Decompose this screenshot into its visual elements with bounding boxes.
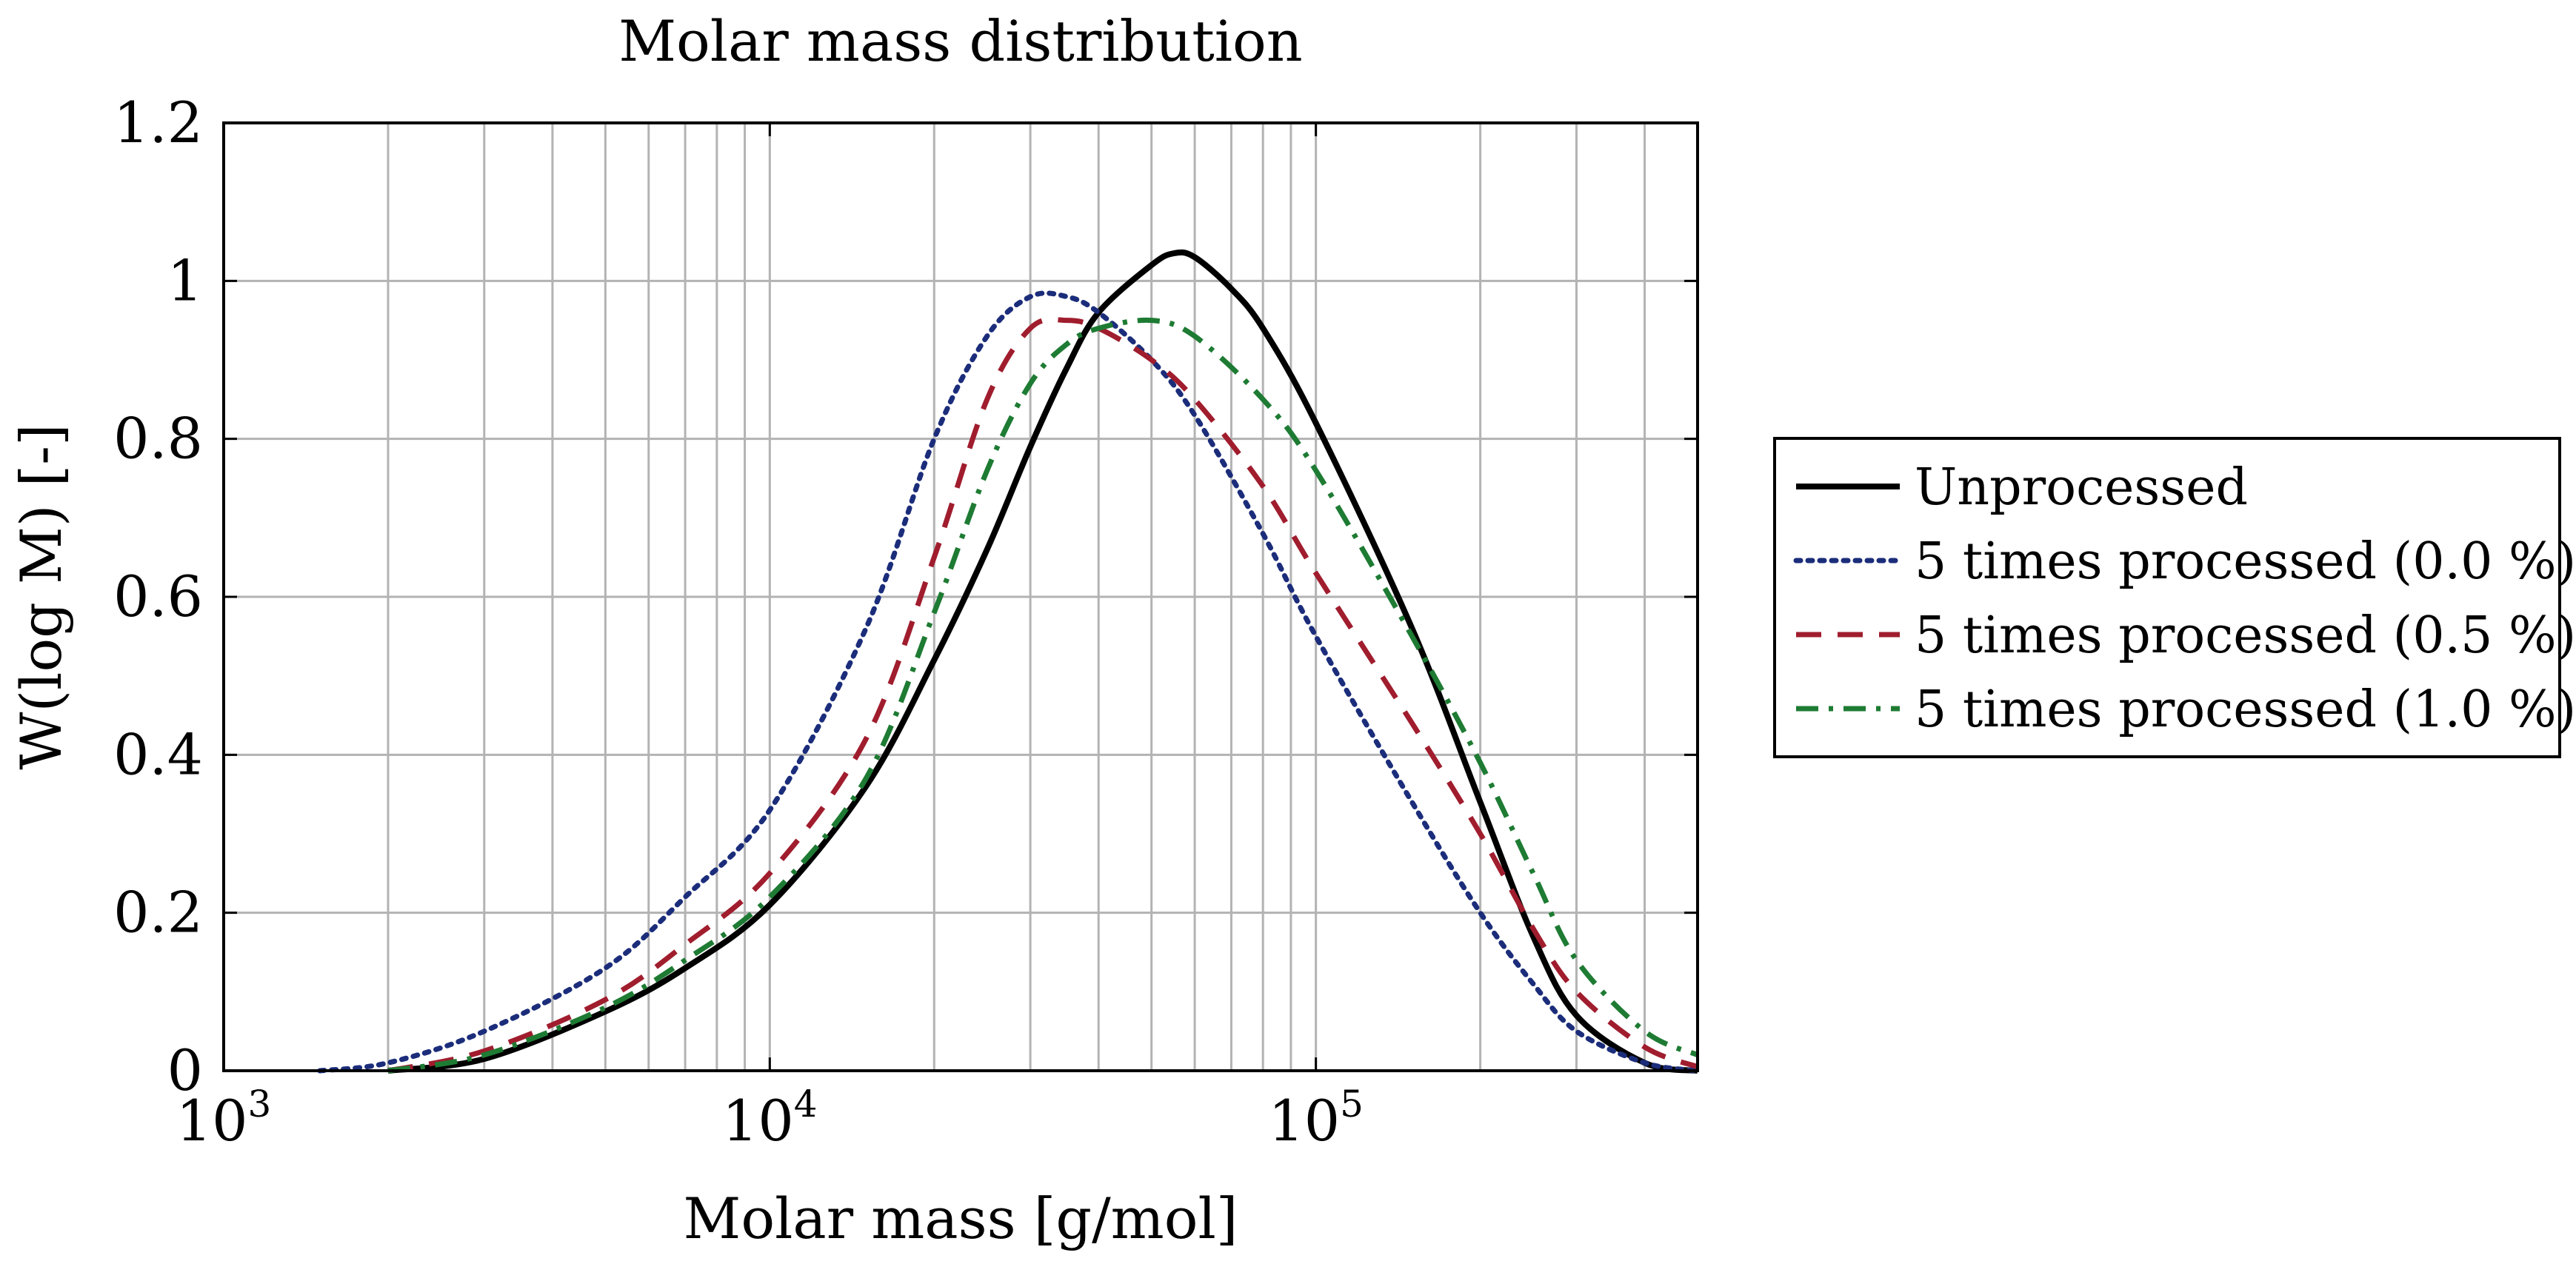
legend-label: 5 times processed (0.0 %) [1915,532,2576,591]
legend-item: 5 times processed (0.0 %) [1793,532,2576,591]
y-tick-label: 1 [167,247,203,313]
legend-item: Unprocessed [1796,458,2248,517]
y-tick-label: 0 [167,1037,203,1103]
series-line-4 [387,317,1699,1074]
x-tick-label: 103 [176,1083,272,1154]
x-axis-label: Molar mass [g/mol] [684,1186,1238,1251]
series-line-1 [387,249,1698,1074]
legend-box [1773,437,2561,758]
legend-item: 5 times processed (0.5 %) [1796,606,2576,665]
y-tick-label: 0.4 [113,721,203,787]
y-tick-label: 1.2 [113,90,203,156]
x-tick-label: 104 [722,1083,818,1154]
series-line-2 [317,290,1701,1074]
y-tick-label: 0.8 [113,406,203,472]
chart-title: Molar mass distribution [618,8,1303,74]
legend-label: Unprocessed [1915,458,2248,517]
legend-item: 5 times processed (1.0 %) [1796,681,2576,739]
legend-label: 5 times processed (0.5 %) [1915,606,2576,665]
series-layer [317,249,1701,1074]
series-line-3 [387,316,1699,1074]
grid [224,123,1698,1071]
y-tick-label: 0.6 [113,564,203,629]
y-tick-label: 0.2 [113,880,203,946]
x-tick-label: 105 [1268,1083,1364,1154]
legend: Unprocessed 5 times processed (0.0 %) 5 ti… [1773,437,2576,758]
y-axis-label: W(log M) [-] [8,424,74,769]
ticks: 0 0.2 0.4 0.6 0.8 1 1.2 103 104 105 [113,90,1698,1154]
legend-label: 5 times processed (1.0 %) [1915,681,2576,739]
